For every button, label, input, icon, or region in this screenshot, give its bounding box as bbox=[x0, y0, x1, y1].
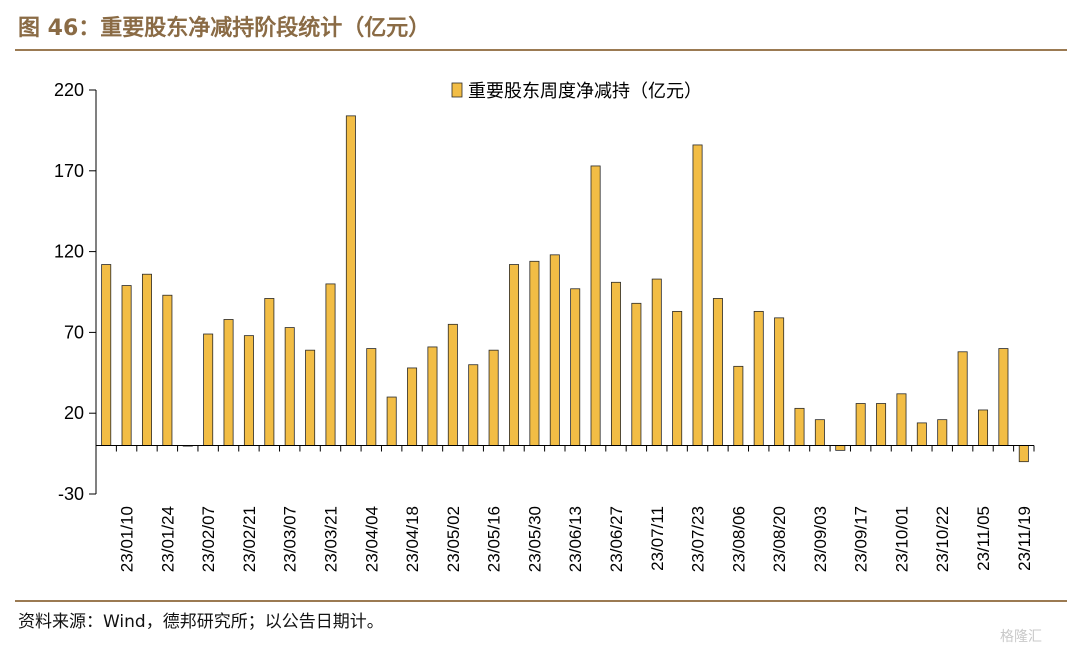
x-tick-label: 23/08/06 bbox=[729, 506, 748, 572]
bar bbox=[978, 409, 989, 446]
bar bbox=[896, 393, 907, 446]
x-tick-label: 23/08/20 bbox=[770, 506, 789, 572]
x-tick-label: 23/05/02 bbox=[444, 506, 463, 572]
x-tick-label: 23/10/01 bbox=[892, 506, 911, 572]
bar-chart: -30 20 70 120 170 220 23/01/10 23/01/24 23/02/0… bbox=[54, 80, 1035, 572]
x-tick-label: 23/01/10 bbox=[118, 506, 137, 572]
bar bbox=[223, 319, 234, 446]
x-tick-label: 23/10/22 bbox=[933, 506, 952, 572]
source-note: 资料来源：Wind，德邦研究所；以公告日期计。 bbox=[18, 612, 384, 632]
x-tick-label: 23/09/17 bbox=[852, 506, 871, 572]
bar bbox=[937, 419, 948, 446]
figure-title: 图 46：重要股东净减持阶段统计（亿元） bbox=[18, 16, 431, 41]
bar bbox=[570, 288, 581, 446]
bar bbox=[672, 310, 683, 446]
x-tick-label: 23/01/24 bbox=[158, 506, 177, 572]
x-tick-label: 23/11/19 bbox=[1015, 506, 1034, 571]
bar bbox=[876, 403, 887, 446]
x-tick-label: 23/04/04 bbox=[362, 506, 381, 572]
y-tick-label: 220 bbox=[54, 80, 84, 100]
y-tick-label: 20 bbox=[64, 403, 84, 423]
bar bbox=[264, 298, 275, 446]
x-tick-label: 23/04/18 bbox=[403, 506, 422, 572]
y-axis: -30 20 70 120 170 220 bbox=[54, 80, 97, 504]
bar bbox=[366, 348, 377, 446]
bar bbox=[855, 403, 866, 446]
bar-series bbox=[101, 115, 1029, 463]
bar bbox=[101, 264, 112, 446]
bar bbox=[631, 302, 642, 446]
x-tick-label: 23/03/07 bbox=[281, 506, 300, 572]
x-tick-label: 23/06/13 bbox=[566, 506, 585, 572]
x-tick-label: 23/03/21 bbox=[322, 506, 341, 572]
bar bbox=[590, 165, 601, 446]
bar bbox=[427, 346, 438, 446]
bar bbox=[610, 281, 621, 446]
x-tick-label: 23/09/03 bbox=[811, 506, 830, 572]
bar bbox=[203, 333, 214, 446]
bar bbox=[1018, 445, 1029, 463]
y-tick-label: -30 bbox=[58, 484, 84, 504]
bar bbox=[651, 278, 662, 446]
bar bbox=[488, 349, 499, 446]
bar bbox=[814, 419, 825, 446]
bar bbox=[835, 445, 846, 451]
y-tick-label: 70 bbox=[64, 322, 84, 342]
bar bbox=[957, 351, 968, 446]
legend-swatch bbox=[451, 82, 463, 98]
source-rule bbox=[15, 600, 1067, 602]
bar bbox=[794, 407, 805, 446]
legend: 重要股东周度净减持（亿元） bbox=[451, 81, 702, 102]
x-tick-label: 23/02/21 bbox=[240, 506, 259, 572]
x-tick-label: 23/07/23 bbox=[689, 506, 708, 572]
bar bbox=[529, 260, 540, 446]
bar bbox=[121, 285, 132, 446]
y-tick-label: 170 bbox=[54, 161, 84, 181]
bar bbox=[284, 327, 295, 446]
bar bbox=[447, 323, 458, 446]
x-tick-label: 23/11/05 bbox=[974, 506, 993, 571]
bar bbox=[712, 298, 723, 446]
bar bbox=[305, 349, 316, 446]
bar bbox=[733, 365, 744, 446]
bar bbox=[243, 335, 254, 446]
bar bbox=[141, 273, 152, 446]
bar bbox=[162, 294, 173, 446]
x-tick-label: 23/02/07 bbox=[199, 506, 218, 572]
x-tick-label: 23/05/30 bbox=[525, 506, 544, 572]
bar bbox=[386, 396, 397, 446]
y-tick-label: 120 bbox=[54, 242, 84, 262]
bar bbox=[325, 283, 336, 446]
bar bbox=[509, 264, 520, 446]
legend-label: 重要股东周度净减持（亿元） bbox=[468, 81, 702, 102]
title-rule bbox=[15, 49, 1067, 51]
bar bbox=[916, 422, 927, 446]
bar bbox=[692, 144, 703, 446]
x-tick-label: 23/05/16 bbox=[485, 506, 504, 572]
bar bbox=[468, 364, 479, 446]
bar bbox=[998, 348, 1009, 446]
watermark: 格隆汇 bbox=[1000, 629, 1042, 645]
x-axis: 23/01/10 23/01/24 23/02/07 23/02/21 23/03/07… bbox=[95, 445, 1035, 572]
bar bbox=[407, 367, 418, 446]
bar bbox=[753, 310, 764, 446]
x-tick-label: 23/06/27 bbox=[607, 506, 626, 572]
bar bbox=[345, 115, 356, 446]
bar bbox=[774, 317, 785, 446]
bar bbox=[549, 254, 560, 446]
x-tick-label: 23/07/11 bbox=[648, 506, 667, 571]
